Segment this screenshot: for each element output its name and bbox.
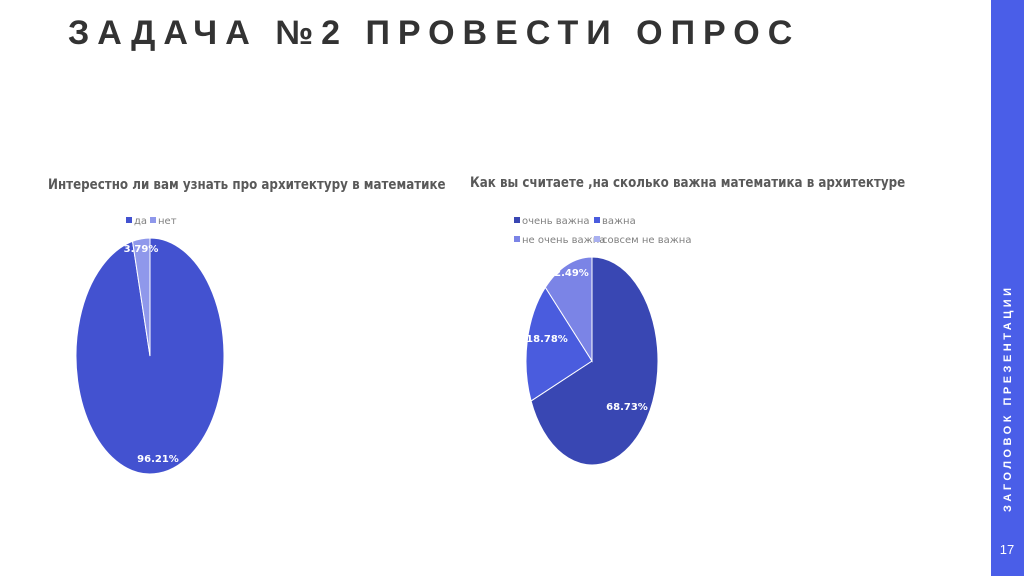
chart-2-slice-1 (525, 286, 593, 402)
chart-2-data-label-1: 18.78% (526, 334, 568, 345)
chart-2-legend-item-2: не очень важна (514, 235, 605, 246)
page-number: 17 (999, 542, 1015, 557)
chart-1-slice-1 (131, 237, 151, 357)
chart-1-legend-label-1: нет (158, 216, 177, 227)
chart-1-legend-label-0: да (134, 216, 148, 227)
chart-2-legend-label-2: не очень важна (522, 235, 606, 246)
chart-2-data-label-2: 12.49% (547, 268, 589, 279)
chart-1-data-label-1: 3.79% (124, 244, 159, 255)
chart-2-legend-item-0: очень важна (514, 216, 590, 227)
chart-2-title: Как вы считаете ,на сколько важна матема… (470, 175, 906, 191)
chart-1-legend-swatch-0 (126, 217, 132, 223)
chart-1-legend-swatch-1 (150, 217, 156, 223)
slide-title: ЗАДАЧА №2 ПРОВЕСТИ ОПРОС (68, 14, 801, 52)
chart-2-data-label-0: 68.73% (606, 402, 648, 413)
chart-2-slice-0 (530, 256, 659, 466)
chart-1-legend-item-1: нет (150, 216, 177, 227)
chart-1-data-label-0: 96.21% (137, 454, 179, 465)
chart-2-legend-label-0: очень важна (522, 216, 590, 227)
chart-1-title: Интерестно ли вам узнать про архитектуру… (48, 177, 446, 193)
chart-2-legend-swatch-2 (514, 236, 520, 242)
chart-2-legend-item-3: совсем не важна (594, 235, 691, 246)
chart-2-legend-swatch-3 (594, 236, 600, 242)
chart-2-legend-item-1: важна (594, 216, 636, 227)
side-accent-bar (991, 0, 1024, 576)
chart-2-legend-swatch-0 (514, 217, 520, 223)
chart-2-legend-swatch-1 (594, 217, 600, 223)
chart-2-legend-label-3: совсем не важна (602, 235, 692, 246)
chart-2-legend-label-1: важна (602, 216, 636, 227)
chart-2-slice-2 (544, 256, 593, 363)
chart-1-legend-item-0: да (126, 216, 147, 227)
